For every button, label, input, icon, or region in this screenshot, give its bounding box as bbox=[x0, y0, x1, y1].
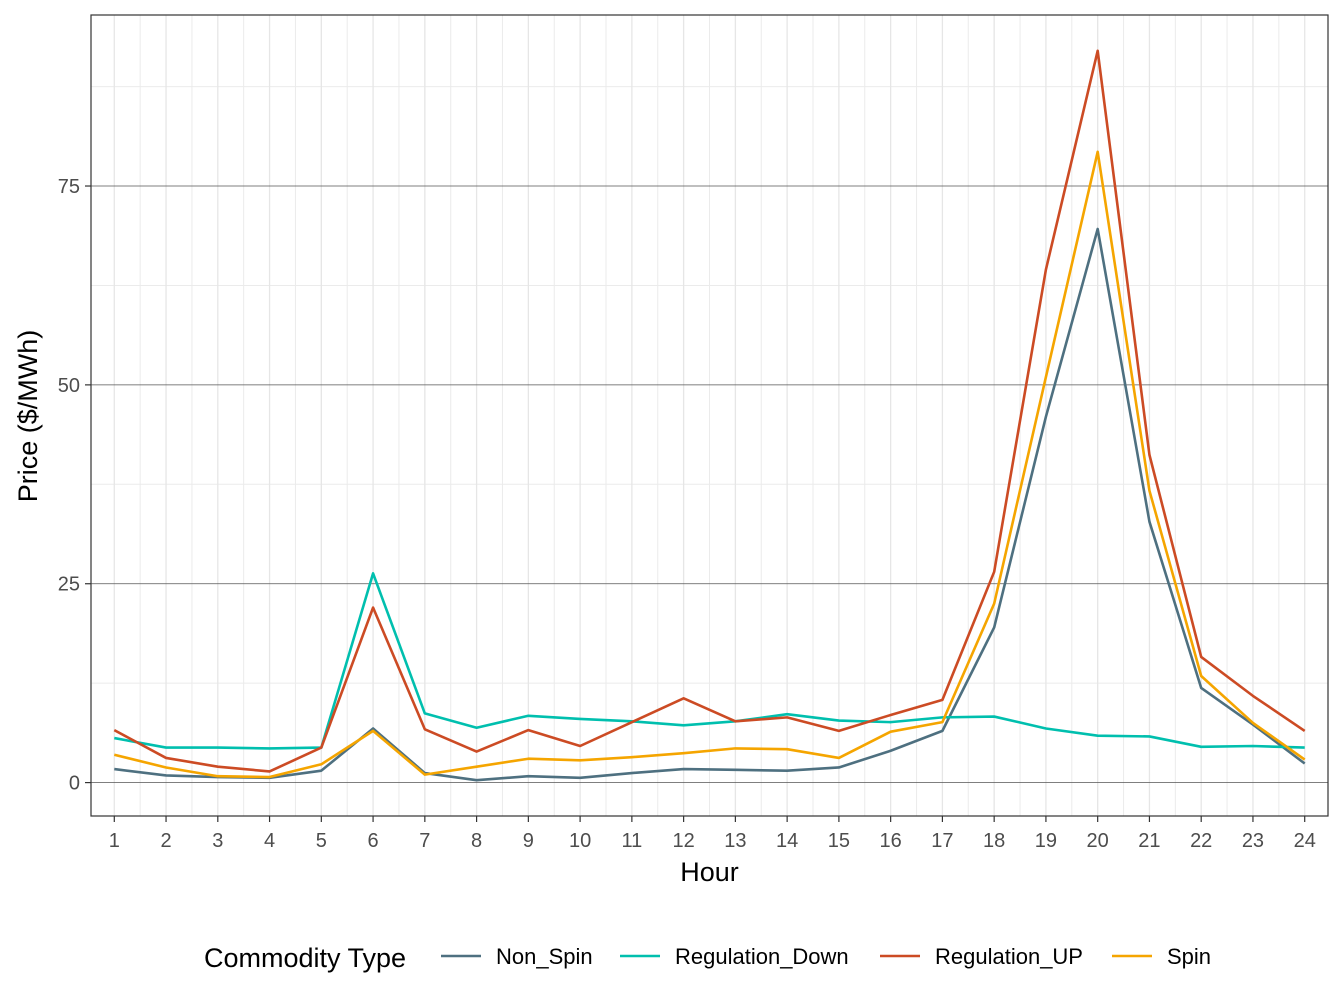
series-line-regulation-up bbox=[113, 49, 1306, 773]
legend: Commodity Type Non_Spin Regulation_Down Re… bbox=[204, 943, 1211, 973]
y-tick-label: 75 bbox=[58, 176, 80, 198]
y-tick-label: 25 bbox=[58, 574, 80, 596]
series-lines bbox=[113, 49, 1306, 782]
y-axis-title: Price ($/MWh) bbox=[13, 330, 43, 503]
x-tick-label: 12 bbox=[672, 830, 694, 852]
x-tick-label: 4 bbox=[264, 830, 275, 852]
x-tick-label: 1 bbox=[109, 830, 120, 852]
series-line-non-spin bbox=[114, 227, 1306, 782]
x-tick-label: 24 bbox=[1294, 830, 1316, 852]
legend-label: Non_Spin bbox=[496, 944, 593, 969]
x-tick-label: 10 bbox=[569, 830, 591, 852]
x-tick-label: 21 bbox=[1138, 830, 1160, 852]
x-axis-title: Hour bbox=[680, 857, 739, 887]
x-tick-label: 14 bbox=[776, 830, 798, 852]
x-tick-label: 7 bbox=[419, 830, 430, 852]
x-tick-label: 3 bbox=[212, 830, 223, 852]
x-tick-label: 5 bbox=[316, 830, 327, 852]
y-tick-label: 0 bbox=[69, 773, 80, 795]
legend-label: Regulation_Down bbox=[675, 944, 849, 969]
x-tick-label: 13 bbox=[724, 830, 746, 852]
plot-border bbox=[90, 14, 1329, 817]
x-tick-label: 2 bbox=[160, 830, 171, 852]
x-tick-label: 15 bbox=[828, 830, 850, 852]
x-tick-label: 17 bbox=[931, 830, 953, 852]
x-tick-label: 18 bbox=[983, 830, 1005, 852]
x-tick-label: 23 bbox=[1242, 830, 1264, 852]
x-tick-label: 9 bbox=[523, 830, 534, 852]
x-tick-label: 19 bbox=[1035, 830, 1057, 852]
x-tick-label: 8 bbox=[471, 830, 482, 852]
y-tick-label: 50 bbox=[58, 375, 80, 397]
x-axis: 1 2 3 4 5 6 7 8 9 10 11 12 13 14 15 16 17 18 19 20 21 22 23 24 bbox=[109, 816, 1316, 852]
x-tick-label: 6 bbox=[368, 830, 379, 852]
series-line-spin bbox=[113, 150, 1306, 779]
major-gridlines bbox=[91, 15, 1328, 816]
y-axis: 0 25 50 75 bbox=[58, 176, 91, 795]
x-tick-label: 16 bbox=[880, 830, 902, 852]
legend-label: Regulation_UP bbox=[935, 944, 1083, 969]
x-tick-label: 20 bbox=[1087, 830, 1109, 852]
x-tick-label: 22 bbox=[1190, 830, 1212, 852]
x-tick-label: 11 bbox=[621, 830, 642, 852]
series-line-regulation-down bbox=[114, 572, 1305, 750]
legend-label: Spin bbox=[1167, 944, 1211, 969]
legend-title: Commodity Type bbox=[204, 943, 406, 973]
